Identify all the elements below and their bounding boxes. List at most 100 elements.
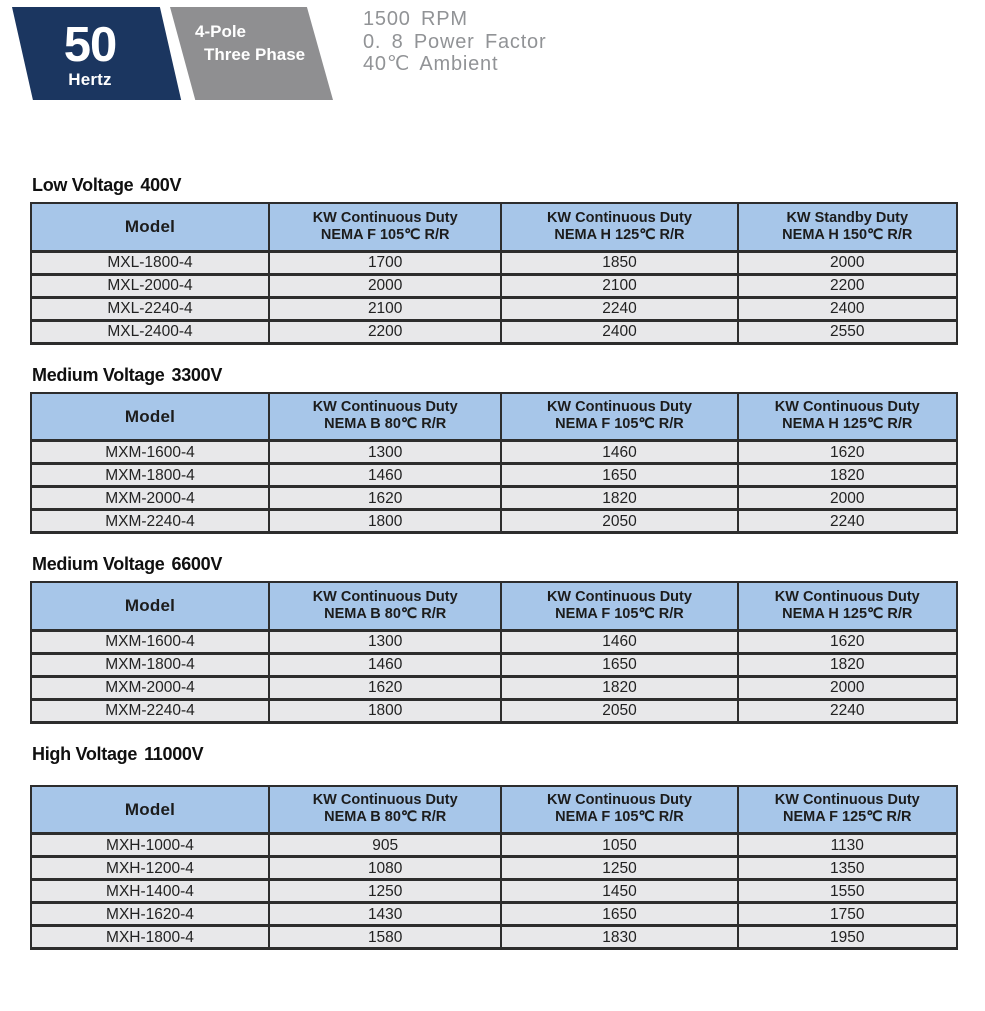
section-title: Medium Voltage 3300V (32, 366, 985, 384)
model-cell: MXM-2000-4 (30, 485, 270, 511)
value-cell: 2200 (267, 318, 503, 345)
column-header-line2: NEMA H 125℃ R/R (782, 416, 913, 433)
voltage-section: Medium Voltage 6600V Model KW Continuous Du… (30, 555, 985, 724)
value-cell: 1820 (736, 651, 959, 678)
table-row: MXL-2000-4 2000 2100 2200 (30, 272, 959, 299)
value-cell: 1750 (736, 901, 959, 927)
column-header-line2: NEMA B 80℃ R/R (324, 605, 447, 622)
section-title-text: Medium Voltage (32, 554, 165, 574)
model-column-header: Model (30, 392, 270, 442)
column-header-line2: NEMA F 105℃ R/R (555, 605, 684, 622)
section-title-text: Low Voltage (32, 175, 134, 195)
duty-column-header: KW Continuous Duty NEMA F 105℃ R/R (267, 203, 503, 253)
value-cell: 2100 (267, 295, 503, 322)
value-cell: 1650 (500, 901, 739, 927)
value-cell: 2240 (736, 697, 959, 724)
column-header-line1: KW Continuous Duty (546, 792, 692, 809)
value-cell: 2200 (736, 272, 959, 299)
value-cell: 1850 (500, 249, 739, 276)
model-cell: MXL-1800-4 (30, 249, 270, 276)
table-row: MXM-1600-4 1300 1460 1620 (30, 439, 959, 465)
value-cell: 1580 (267, 924, 503, 950)
column-header-line2: NEMA F 105℃ R/R (555, 416, 684, 433)
column-header-line1: KW Continuous Duty (546, 588, 692, 605)
value-cell: 2400 (500, 318, 739, 345)
value-cell: 1300 (267, 628, 503, 655)
table-row: MXM-1600-4 1300 1460 1620 (30, 628, 959, 655)
model-cell: MXH-1620-4 (30, 901, 270, 927)
model-cell: MXL-2400-4 (30, 318, 270, 345)
value-cell: 1250 (267, 878, 503, 904)
value-cell: 1820 (500, 674, 739, 701)
value-cell: 1460 (500, 628, 739, 655)
pole-label: 4-Pole (195, 22, 247, 41)
model-cell: MXM-1600-4 (30, 628, 270, 655)
column-header-model: Model (124, 596, 176, 616)
column-header-line2: NEMA F 105℃ R/R (555, 809, 684, 826)
value-cell: 1620 (736, 439, 959, 465)
value-cell: 2100 (500, 272, 739, 299)
model-cell: MXH-1800-4 (30, 924, 270, 950)
column-header-line2: NEMA H 150℃ R/R (782, 226, 913, 243)
spec-sheet-page: 50 Hertz 4-Pole Three Phase 1500 RPM 0. … (0, 0, 985, 950)
spec-table: Model KW Continuous Duty NEMA B 80℃ R/R KW … (30, 391, 959, 534)
duty-column-header: KW Continuous Duty NEMA F 105℃ R/R (500, 785, 739, 835)
value-cell: 1950 (736, 924, 959, 950)
value-cell: 1800 (267, 697, 503, 724)
duty-column-header: KW Continuous Duty NEMA B 80℃ R/R (267, 582, 503, 632)
model-cell: MXM-1800-4 (30, 462, 270, 488)
column-header-model: Model (124, 217, 176, 237)
model-cell: MXH-1400-4 (30, 878, 270, 904)
section-title-voltage: 6600V (171, 554, 223, 574)
table-row: MXM-2240-4 1800 2050 2240 (30, 508, 959, 534)
header-row: Model KW Continuous Duty NEMA F 105℃ R/R KW… (30, 203, 959, 253)
duty-column-header: KW Continuous Duty NEMA F 105℃ R/R (500, 392, 739, 442)
table-row: MXL-2240-4 2100 2240 2400 (30, 295, 959, 322)
value-cell: 1460 (500, 439, 739, 465)
duty-column-header: KW Continuous Duty NEMA F 105℃ R/R (500, 582, 739, 632)
value-cell: 2050 (500, 508, 739, 534)
table-row: MXM-1800-4 1460 1650 1820 (30, 651, 959, 678)
frequency-value: 50 (63, 17, 118, 72)
frequency-badge: 50 Hertz (12, 7, 182, 100)
value-cell: 1050 (500, 832, 739, 858)
table-row: MXM-1800-4 1460 1650 1820 (30, 462, 959, 488)
frequency-unit: Hertz (68, 69, 112, 89)
column-header-model: Model (124, 799, 176, 819)
spec-table: Model KW Continuous Duty NEMA F 105℃ R/R KW… (30, 202, 959, 345)
section-title: Medium Voltage 6600V (32, 555, 985, 573)
column-header-line2: NEMA H 125℃ R/R (554, 226, 685, 243)
value-cell: 2000 (736, 249, 959, 276)
spec-table: Model KW Continuous Duty NEMA B 80℃ R/R KW … (30, 784, 959, 950)
column-header-line1: KW Continuous Duty (312, 792, 458, 809)
column-header-line1: KW Continuous Duty (312, 209, 458, 226)
table-row: MXL-2400-4 2200 2400 2550 (30, 318, 959, 345)
condition-power-factor: 0. 8 Power Factor (363, 30, 547, 53)
header-row: Model KW Continuous Duty NEMA B 80℃ R/R KW … (30, 392, 959, 442)
value-cell: 1620 (267, 674, 503, 701)
duty-column-header: KW Continuous Duty NEMA H 125℃ R/R (500, 203, 739, 253)
table-row: MXM-2000-4 1620 1820 2000 (30, 485, 959, 511)
value-cell: 1450 (500, 878, 739, 904)
value-cell: 1620 (267, 485, 503, 511)
spec-table: Model KW Continuous Duty NEMA B 80℃ R/R KW … (30, 581, 959, 724)
column-header-line1: KW Continuous Duty (546, 209, 692, 226)
model-cell: MXM-2000-4 (30, 674, 270, 701)
voltage-section: Low Voltage 400V Model KW Continuous Duty NE… (30, 176, 985, 345)
header-row: Model KW Continuous Duty NEMA B 80℃ R/R KW … (30, 785, 959, 835)
header-banner: 50 Hertz 4-Pole Three Phase 1500 RPM 0. … (0, 0, 985, 100)
duty-column-header: KW Continuous Duty NEMA B 80℃ R/R (267, 785, 503, 835)
duty-column-header: KW Standby Duty NEMA H 150℃ R/R (736, 203, 959, 253)
column-header-line2: NEMA F 105℃ R/R (320, 226, 450, 243)
model-cell: MXM-1600-4 (30, 439, 270, 465)
value-cell: 1620 (736, 628, 959, 655)
value-cell: 2000 (267, 272, 503, 299)
column-header-line2: NEMA F 125℃ R/R (782, 809, 912, 826)
value-cell: 1350 (736, 855, 959, 881)
duty-column-header: KW Continuous Duty NEMA B 80℃ R/R (267, 392, 503, 442)
section-title-text: High Voltage (32, 743, 138, 764)
column-header-line1: KW Continuous Duty (774, 588, 920, 605)
value-cell: 2400 (736, 295, 959, 322)
section-title-voltage: 400V (140, 175, 182, 195)
section-title: High Voltage 11000V (32, 745, 985, 763)
